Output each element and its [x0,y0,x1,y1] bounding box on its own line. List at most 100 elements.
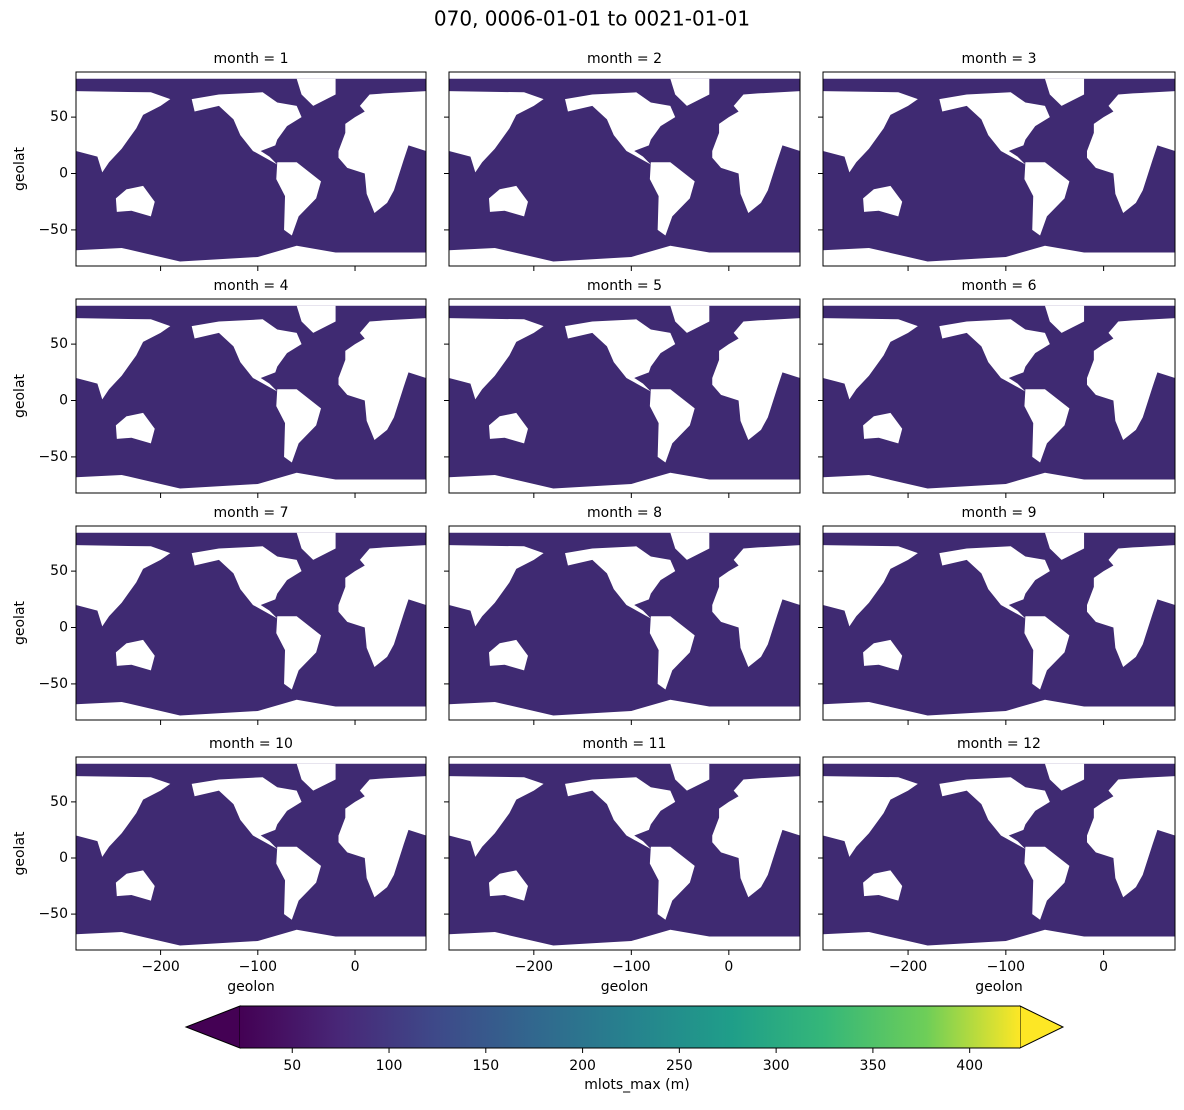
land [565,319,676,392]
y-tick-label: 50 [50,336,68,352]
x-tick-label: 0 [351,959,360,975]
land [296,78,336,106]
land [296,532,336,560]
land [191,777,302,850]
land [338,318,426,440]
land [823,318,918,400]
x-axis-label: geolon [975,979,1022,995]
land [449,776,544,857]
land [449,929,800,950]
colorbar-extend-high [1019,1005,1065,1049]
land [823,699,1175,720]
figure-title: 070, 0006-01-01 to 0021-01-01 [434,7,750,31]
land [296,763,336,791]
land [1087,776,1175,898]
land [670,305,710,333]
land [1087,91,1175,213]
land [449,545,544,627]
land [276,846,321,920]
y-tick-label: −50 [38,906,68,922]
land [1024,846,1070,920]
panel: month = 5 [444,278,801,498]
y-axis-label: geolat [12,600,28,645]
land [76,72,426,79]
land [712,318,800,440]
land [823,91,918,173]
land [649,616,695,690]
land [1044,305,1085,333]
y-tick-label: 0 [59,393,68,409]
land [338,776,426,898]
x-tick-label: 0 [724,959,733,975]
land [115,870,155,901]
land [823,545,918,627]
y-tick-label: 0 [59,620,68,636]
y-tick-label: 50 [50,794,68,810]
panel-title: month = 12 [957,736,1041,752]
x-tick-label: −200 [515,959,553,975]
land [863,412,903,444]
x-axis-label: geolon [227,979,274,995]
panel: month = 11 −200 −100 0 geolon [444,736,801,995]
land [115,412,155,444]
land [670,78,710,106]
colorbar-tick-label: 50 [283,1058,301,1074]
panel: month = 9 [818,505,1176,725]
panel-frame [822,71,1176,267]
panel-frame [822,525,1176,721]
y-tick-label: 0 [59,166,68,182]
land [670,532,710,560]
y-axis-label: geolat [12,373,28,418]
panel-title: month = 9 [962,505,1037,521]
land [863,185,903,217]
land [823,72,1175,79]
land [488,185,528,217]
land [863,870,903,901]
panel-title: month = 10 [209,736,293,752]
land [1044,78,1085,106]
panel: month = 1 −50 0 50 geolat [12,51,427,271]
panel-frame [448,71,801,267]
panel: month = 4 −50 0 50 geolat [12,278,427,498]
y-axis-label: geolat [12,146,28,191]
land [449,245,800,266]
land [1044,763,1085,791]
land [115,639,155,671]
land [823,757,1175,764]
land [488,412,528,444]
land [296,305,336,333]
panel: month = 6 [818,278,1176,498]
panel-title: month = 8 [587,505,662,521]
y-axis-label: geolat [12,831,28,876]
land [712,776,800,898]
panel-title: month = 11 [583,736,667,752]
land [863,639,903,671]
panel-title: month = 4 [214,278,289,294]
land [823,526,1175,533]
land [939,546,1050,619]
land [488,870,528,901]
land [338,545,426,667]
panel: month = 3 [818,51,1176,271]
land [191,546,302,619]
land [76,776,171,857]
land [939,777,1050,850]
colorbar-tick-label: 150 [472,1058,499,1074]
land [449,757,800,764]
land [276,389,321,463]
land [76,472,426,493]
land [76,318,171,400]
land [712,545,800,667]
x-tick-label: −100 [612,959,650,975]
panel: month = 8 [444,505,801,725]
x-tick-label: −100 [239,959,277,975]
land [76,526,426,533]
land [823,929,1175,950]
land [449,91,544,173]
colorbar-extend-low [184,1005,241,1049]
land [823,299,1175,306]
panel: month = 12 −200 −100 0 geolon [818,736,1176,995]
y-tick-label: 50 [50,563,68,579]
land [565,546,676,619]
land [649,389,695,463]
